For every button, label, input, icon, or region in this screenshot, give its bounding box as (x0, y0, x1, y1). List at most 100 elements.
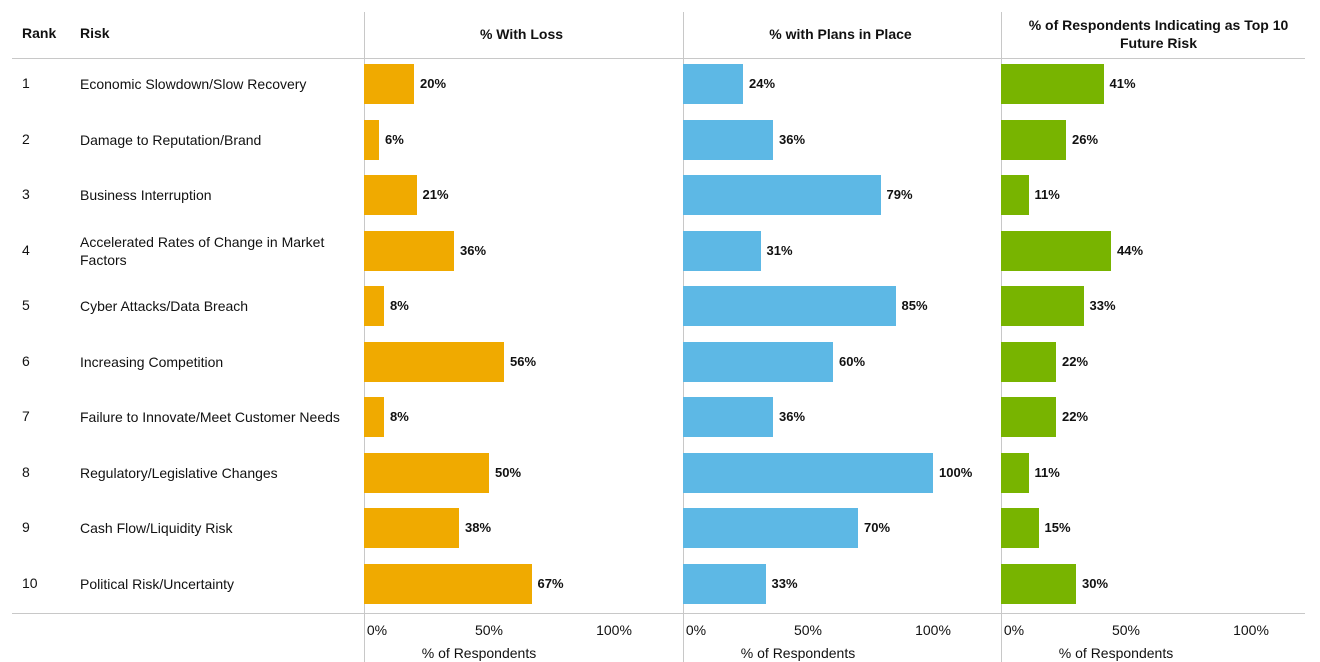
risk-cell: Damage to Reputation/Brand (80, 131, 262, 148)
value-label: 11% (1034, 187, 1060, 202)
x-tick-label: 50% (474, 622, 504, 638)
bar (364, 175, 417, 215)
panel-title: % of Respondents Indicating as Top 10 Fu… (1028, 17, 1289, 51)
x-tick-label: 50% (793, 622, 823, 638)
rank-cell: 1 (22, 75, 30, 91)
x-axis-label: % of Respondents (740, 645, 856, 661)
value-label: 79% (886, 187, 913, 202)
value-label: 6% (385, 131, 404, 147)
bar (1001, 508, 1039, 548)
value-label: 11% (1034, 464, 1060, 480)
rank-cell: 7 (22, 408, 30, 424)
value-label: 33% (771, 575, 798, 591)
x-tick-label: 100% (596, 622, 632, 638)
value-label: 50% (495, 464, 522, 480)
value-label: 8% (390, 298, 409, 313)
bar (1001, 563, 1076, 604)
panel-title: % With Loss (479, 26, 564, 42)
risk-cell: Cyber Attacks/Data Breach (80, 298, 249, 314)
bar (1001, 397, 1056, 437)
bar (683, 397, 773, 437)
bar (364, 563, 532, 604)
x-axis-label: % of Respondents (1058, 645, 1174, 661)
x-tick-label: 0% (1003, 622, 1025, 638)
risk-cell: Regulatory/Legislative Changes (80, 464, 278, 481)
value-label: 22% (1062, 353, 1089, 369)
bottom-rule (12, 613, 1305, 614)
x-tick-label: 0% (685, 622, 707, 638)
bar (1001, 175, 1029, 215)
header-rule (12, 58, 1305, 59)
bar (364, 452, 489, 493)
value-label: 31% (766, 242, 793, 258)
bar (364, 508, 459, 548)
bar (1001, 286, 1084, 326)
bar (683, 119, 773, 160)
value-label: 36% (460, 242, 487, 258)
value-label: 41% (1109, 76, 1136, 91)
rank-cell: 8 (22, 463, 30, 480)
value-label: 30% (1082, 575, 1109, 591)
value-label: 36% (779, 131, 806, 147)
rank-cell: 2 (22, 130, 30, 147)
rank-cell: 9 (22, 519, 30, 535)
rank-cell: 3 (22, 186, 30, 202)
bar (1001, 119, 1066, 160)
bar (364, 397, 384, 437)
column-divider (683, 12, 684, 662)
column-divider (1001, 12, 1002, 662)
risk-cell: Accelerated Rates of Change in Market Fa… (80, 233, 325, 268)
column-divider (364, 12, 365, 662)
value-label: 8% (390, 409, 409, 424)
value-label: 67% (537, 575, 564, 591)
risk-cell: Increasing Competition (80, 353, 224, 370)
panel-title: % with Plans in Place (769, 26, 912, 42)
bar (1001, 64, 1104, 104)
value-label: 56% (510, 353, 537, 369)
risk-cell: Business Interruption (80, 187, 212, 203)
value-label: 85% (901, 298, 928, 313)
bar (1001, 452, 1029, 493)
value-label: 44% (1117, 242, 1144, 258)
bar (364, 286, 384, 326)
value-label: 22% (1062, 409, 1089, 424)
rank-header: Rank (22, 25, 57, 41)
value-label: 36% (779, 409, 806, 424)
value-label: 20% (420, 76, 447, 91)
risk-header: Risk (80, 25, 110, 41)
risk-cell: Failure to Innovate/Meet Customer Needs (80, 409, 340, 425)
value-label: 100% (939, 464, 973, 480)
x-tick-label: 50% (1111, 622, 1141, 638)
value-label: 70% (864, 520, 891, 535)
bar (683, 563, 766, 604)
bar (683, 175, 881, 215)
bar (364, 230, 454, 271)
risk-cell: Political Risk/Uncertainty (80, 575, 235, 592)
value-label: 21% (422, 187, 449, 202)
value-label: 15% (1044, 520, 1071, 535)
value-label: 26% (1072, 131, 1099, 147)
bar (683, 341, 833, 382)
value-label: 24% (749, 76, 776, 91)
risk-cell: Cash Flow/Liquidity Risk (80, 520, 233, 536)
bar (364, 119, 379, 160)
bar (364, 341, 504, 382)
bar (683, 452, 933, 493)
risk-cell: Economic Slowdown/Slow Recovery (80, 76, 307, 92)
value-label: 60% (839, 353, 866, 369)
bar (1001, 230, 1111, 271)
bar (364, 64, 414, 104)
value-label: 33% (1089, 298, 1116, 313)
x-tick-label: 100% (915, 622, 951, 638)
bar (683, 508, 858, 548)
bar (683, 64, 743, 104)
bar (1001, 341, 1056, 382)
bar (683, 286, 896, 326)
rank-cell: 5 (22, 297, 30, 313)
rank-cell: 4 (22, 241, 30, 258)
x-tick-label: 100% (1233, 622, 1269, 638)
x-tick-label: 0% (366, 622, 388, 638)
x-axis-label: % of Respondents (421, 645, 537, 661)
bar (683, 230, 761, 271)
